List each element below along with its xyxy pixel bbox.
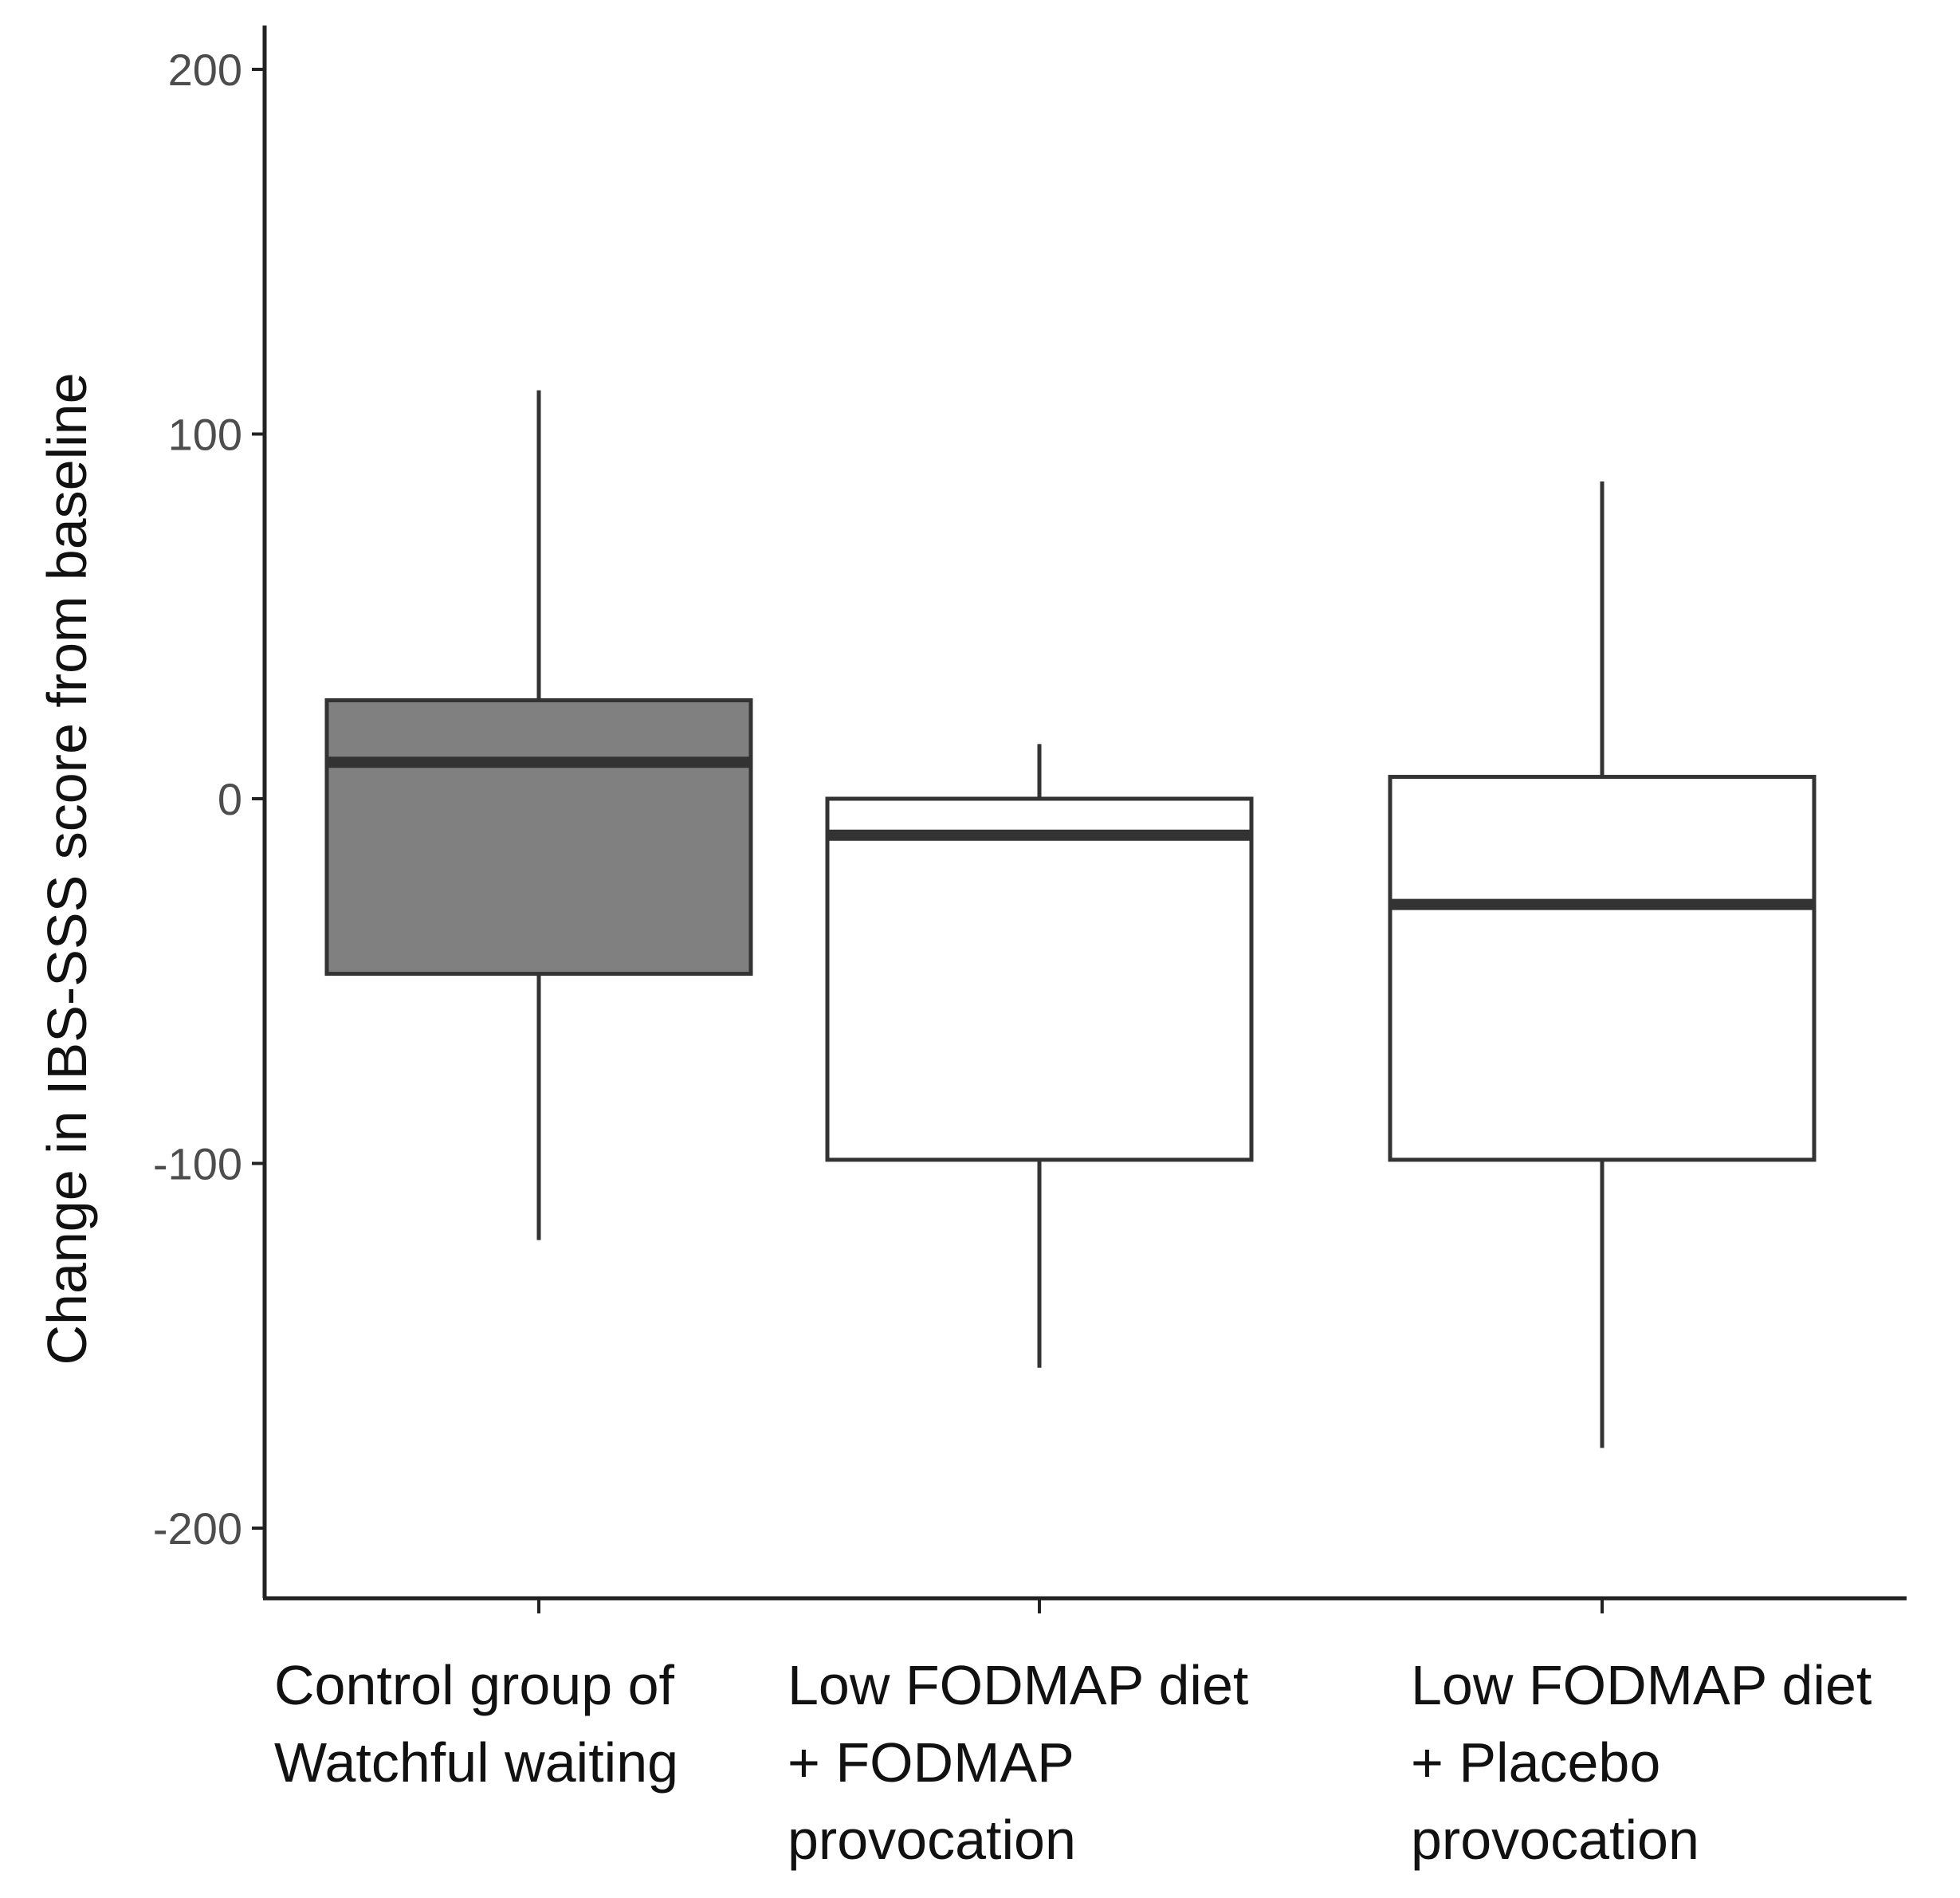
- y-tick-label: -200: [153, 1503, 242, 1554]
- x-category-label: Low FODMAP diet + Placebo provocation: [1411, 1654, 1872, 1871]
- x-category-label-line: + FODMAP: [788, 1731, 1074, 1794]
- iqr-box: [1388, 775, 1817, 1162]
- iqr-box: [324, 698, 753, 977]
- x-category-label: Control group of Watchful waiting: [274, 1654, 678, 1794]
- y-tick-label: 100: [168, 410, 242, 460]
- box-group: [1388, 481, 1817, 1613]
- y-axis-label: Change in IBS-SSS score from baseline: [36, 372, 98, 1365]
- x-category-label-line: Control group of: [274, 1654, 675, 1716]
- boxes: [324, 390, 1817, 1613]
- iqr-box: [825, 796, 1254, 1162]
- y-tick-label: 0: [218, 774, 242, 824]
- axes: [262, 26, 1907, 1601]
- x-category-label-line: provocation: [788, 1809, 1076, 1871]
- box-group: [825, 744, 1254, 1613]
- x-category-label-line: provocation: [1411, 1809, 1699, 1871]
- box-group: [324, 390, 753, 1613]
- x-category-label-line: Watchful waiting: [274, 1731, 678, 1794]
- x-category-labels: Control group of Watchful waiting Low FODM…: [274, 1654, 1872, 1871]
- x-category-label-line: + Placebo: [1411, 1731, 1660, 1794]
- y-tick-label: -100: [153, 1139, 242, 1189]
- y-tick-label: 200: [168, 45, 242, 95]
- y-ticks: 200 100 0 -100 -200: [153, 45, 265, 1554]
- x-category-label-line: Low FODMAP diet: [1411, 1654, 1872, 1716]
- x-category-label-line: Low FODMAP diet: [788, 1654, 1248, 1716]
- x-category-label: Low FODMAP diet + FODMAP provocation: [788, 1654, 1248, 1871]
